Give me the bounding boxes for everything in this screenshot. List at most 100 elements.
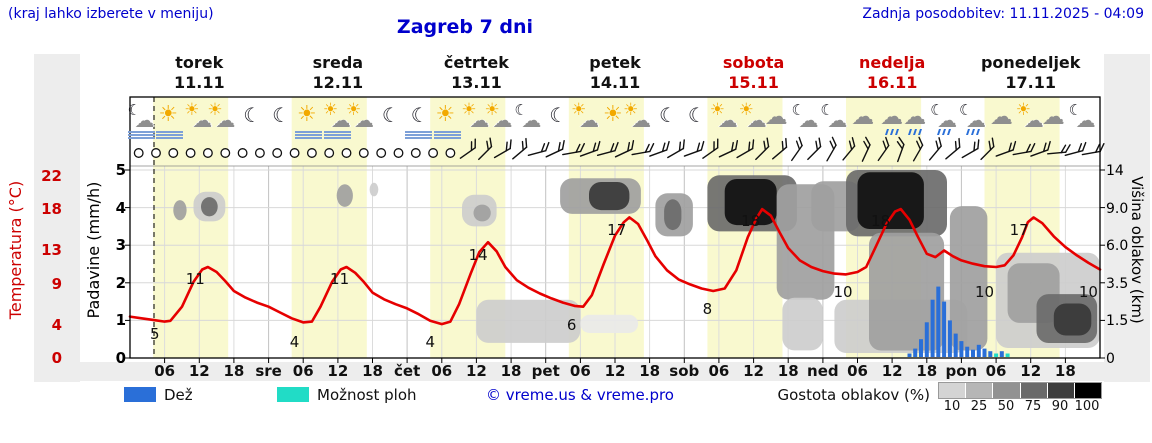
day-date: 12.11: [312, 73, 364, 92]
rain-drops-icon: [965, 129, 980, 135]
fog-line: [294, 134, 322, 136]
weather-icon-rainmoon: ☾ ☁: [958, 101, 988, 135]
rain-drop-icon: [937, 129, 942, 135]
cloud-icon: ☁: [764, 104, 788, 130]
fog-line: [404, 131, 432, 133]
day-date: 13.11: [451, 73, 502, 92]
rain-legend-label: Dež: [164, 386, 193, 404]
cloud-icon: ☁: [134, 108, 155, 132]
fog-line: [433, 134, 461, 136]
sun-icon: ☀: [296, 102, 317, 127]
day-header-1: torek 11.11: [129, 53, 269, 93]
x-tick-day: sob: [669, 362, 700, 380]
cloud-icon: ☁: [937, 108, 958, 132]
temperature-tick: 18: [41, 200, 62, 219]
weather-icon-sun: ☀: [600, 102, 630, 132]
weather-icon-moon: ☾: [265, 102, 295, 132]
last-update: Zadnja posodobitev: 11.11.2025 - 04:09: [862, 6, 1144, 22]
cloud-icon: ☁: [1075, 108, 1096, 132]
cloud-icon: ☁: [880, 104, 904, 130]
weather-icon-mooncloud: ☾ ☁: [819, 101, 849, 132]
cloud-icon: ☁: [492, 108, 513, 132]
day-date: 15.11: [728, 73, 779, 92]
weather-icon-suncloud: ☀ ☁: [323, 100, 353, 139]
density-scale-cell: [1047, 383, 1075, 398]
cloud-icon: ☁: [1023, 108, 1044, 132]
temperature-tick: 0: [51, 349, 62, 367]
moon-icon: ☾: [687, 103, 706, 127]
weather-icon-cloud: ☁: [762, 102, 792, 132]
cloud-height-axis-label: Višina oblakov (km): [1128, 176, 1146, 324]
moon-icon: ☾: [381, 103, 400, 127]
cloud-icon: ☁: [903, 104, 927, 130]
sun-icon: ☀: [709, 100, 725, 120]
day-name: četrtek: [443, 53, 509, 72]
page-title: Zagreb 7 dni: [396, 16, 534, 38]
weather-icon-moon: ☾: [236, 102, 266, 132]
precip-tick: 3: [115, 236, 126, 255]
sun-icon: ☀: [207, 100, 223, 120]
x-tick-hour: 06: [292, 362, 314, 380]
x-tick-day: ned: [807, 362, 839, 380]
x-tick-hour: 12: [604, 362, 626, 380]
density-scale-cell: [1020, 383, 1048, 398]
day-header-2: sreda 12.11: [268, 53, 408, 93]
day-name: sreda: [312, 53, 364, 72]
temperature-min-label: 4: [289, 332, 300, 351]
moon-icon: ☾: [791, 101, 805, 119]
density-scale-value: 25: [970, 399, 988, 414]
x-tick-hour: 18: [362, 362, 383, 380]
day-header-4: petek 14.11: [545, 53, 685, 93]
weather-icon-mooncloud: ☾ ☁: [127, 101, 157, 139]
cloud-icon: ☁: [330, 108, 351, 132]
temperature-max-label: 18: [871, 212, 891, 231]
temperature-tick: 9: [51, 274, 62, 293]
day-date: 14.11: [589, 73, 641, 92]
sun-icon: ☀: [1015, 100, 1031, 120]
fog-icon: [404, 131, 432, 140]
precip-tick: 4: [115, 198, 126, 217]
cloud-icon: ☁: [521, 108, 542, 132]
cloud-height-tick: 6.0: [1106, 238, 1129, 255]
weather-icon-moon: ☾: [681, 102, 711, 132]
fog-line: [433, 131, 461, 133]
shower-legend-swatch: [277, 387, 309, 402]
day-header-3: četrtek 13.11: [406, 53, 546, 93]
credit-link[interactable]: © vreme.us & vreme.pro: [486, 386, 674, 404]
temperature-max-label: 14: [468, 245, 488, 264]
rain-drops-icon: [937, 129, 952, 135]
temperature-min-label: 5: [150, 324, 160, 343]
rain-drop-icon: [965, 129, 970, 135]
x-tick-hour: 18: [500, 362, 522, 380]
weather-icon-cloud: ☁: [848, 102, 878, 132]
moon-icon: ☾: [658, 103, 677, 127]
weather-icon-suncloud: ☀ ☁: [461, 100, 491, 132]
sun-icon: ☀: [484, 100, 500, 120]
fog-line: [323, 134, 351, 136]
precip-tick: 0: [115, 349, 126, 367]
weather-icon-suncloud: ☀ ☁: [709, 100, 740, 132]
rain-drop-icon: [890, 129, 895, 135]
weather-icon-suncloud: ☀ ☁: [346, 100, 376, 132]
temperature-min-label: 10: [833, 283, 853, 302]
day-date: 11.11: [173, 73, 225, 92]
fog-line: [294, 137, 322, 139]
temperature-tick: 4: [51, 315, 62, 334]
moon-icon: ☾: [930, 101, 944, 119]
fog-line: [404, 137, 432, 139]
x-tick-hour: 12: [465, 362, 487, 380]
x-tick-hour: 18: [223, 362, 245, 380]
cloud-icon: ☁: [469, 108, 490, 132]
weather-icon-suncloud: ☀ ☁: [623, 100, 653, 132]
x-tick-day: pet: [531, 362, 560, 380]
density-scale-value: 10: [943, 399, 961, 414]
x-tick-hour: 12: [743, 362, 764, 380]
fog-line: [156, 137, 184, 139]
fog-line: [323, 131, 351, 133]
fog-icon: [156, 131, 184, 140]
rain-drops-icon: [885, 129, 900, 135]
cloud-icon: ☁: [746, 108, 767, 132]
sun-icon: ☀: [184, 100, 200, 120]
